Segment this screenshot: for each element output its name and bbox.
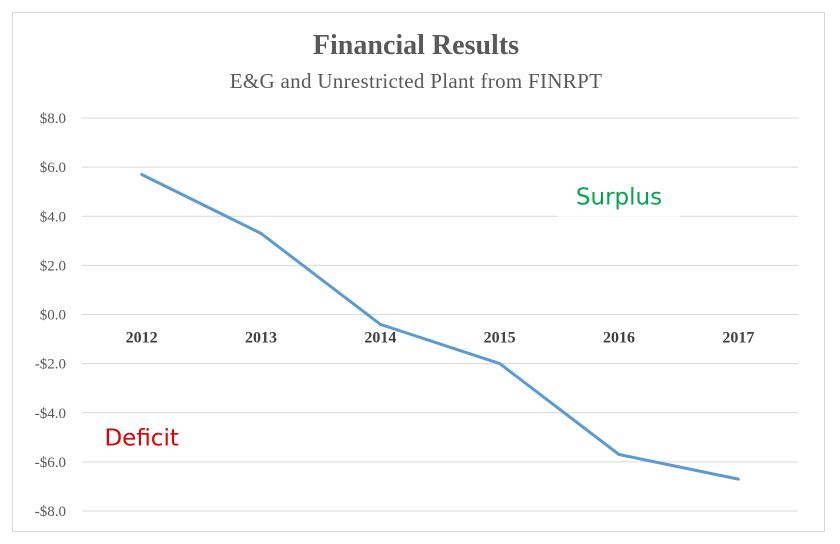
annotations: Surplus Deficit: [86, 176, 681, 458]
annotation-box: [557, 176, 681, 217]
annotation-label: Deficit: [104, 425, 178, 451]
y-tick-label: $0.0: [40, 308, 66, 324]
x-axis-tick-labels: 2012 2013 2014 2015 2016 2017: [126, 330, 755, 347]
annotation-label: Surplus: [576, 185, 662, 211]
y-tick-label: $4.0: [40, 209, 66, 225]
y-axis-tick-labels: $8.0 $6.0 $4.0 $2.0 $0.0 -$2.0 -$4.0 -$6.0 -$8.0: [35, 111, 66, 520]
y-tick-label: $8.0: [40, 111, 66, 127]
y-tick-label: -$8.0: [35, 504, 66, 520]
x-tick-label: 2016: [603, 330, 635, 347]
chart-title: Financial Results: [312, 30, 520, 61]
y-tick-label: -$6.0: [35, 455, 66, 471]
x-tick-label: 2017: [722, 330, 754, 347]
annotation-box: [86, 417, 197, 458]
y-tick-label: $2.0: [40, 258, 66, 274]
x-tick-label: 2013: [245, 330, 277, 347]
y-tick-label: -$2.0: [35, 357, 66, 373]
x-tick-label: 2012: [126, 330, 158, 347]
y-tick-label: $6.0: [40, 160, 66, 176]
x-tick-label: 2015: [484, 330, 516, 347]
chart-subtitle: E&G and Unrestricted Plant from FINRPT: [229, 69, 603, 93]
y-tick-label: -$4.0: [35, 406, 66, 422]
series-line: [140, 173, 740, 481]
x-tick-label: 2014: [364, 330, 396, 347]
series-lines: [140, 173, 740, 481]
